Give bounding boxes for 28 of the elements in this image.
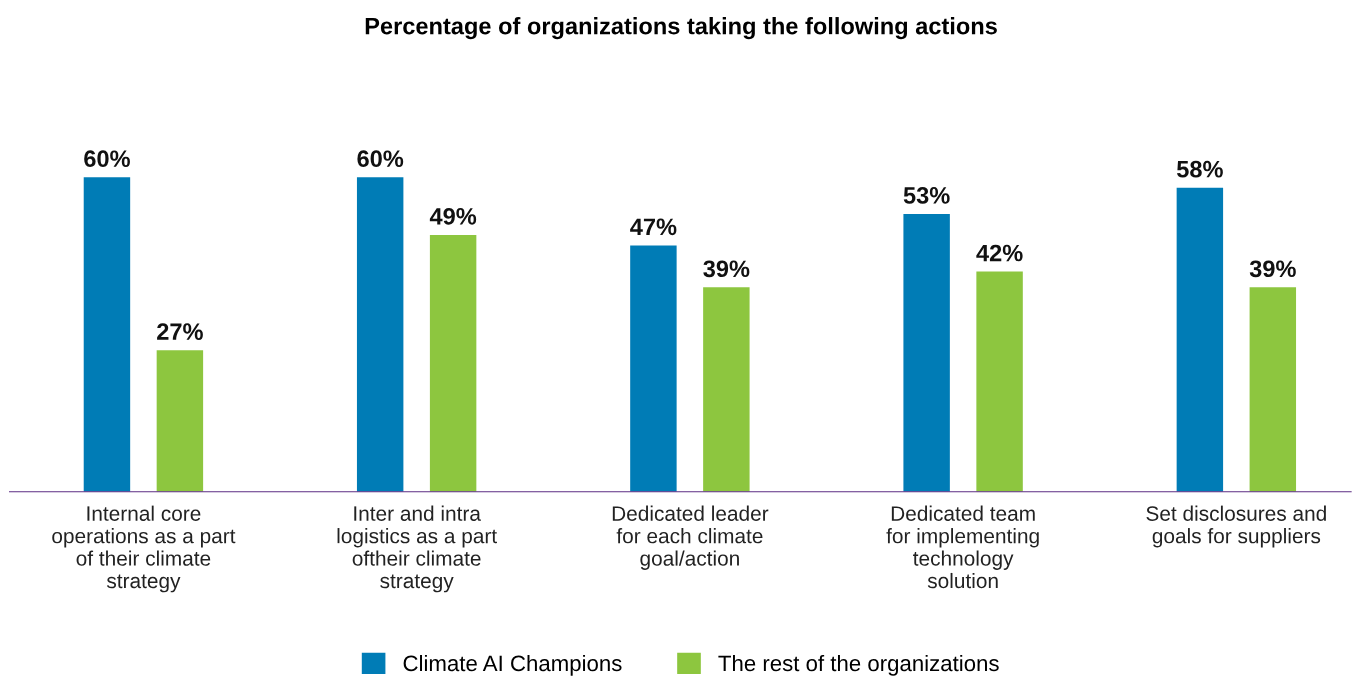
data-label: 27% — [157, 323, 203, 340]
bar — [156, 350, 204, 492]
bar — [429, 234, 477, 492]
x-tick-label: Inter and intra logistics as a part oftheir climate strategy — [337, 505, 497, 593]
bar — [630, 245, 677, 492]
bar — [1176, 187, 1224, 492]
data-label: 39% — [1249, 260, 1296, 278]
data-label: 49% — [429, 207, 477, 225]
x-tick-label: Set disclosures and goals for suppliers — [1146, 505, 1326, 548]
data-label: 58% — [1176, 160, 1223, 178]
bar — [903, 213, 950, 492]
data-label: 42% — [976, 244, 1023, 262]
data-label: 47% — [630, 218, 677, 236]
data-label: 39% — [703, 260, 750, 278]
data-label: 60% — [357, 150, 404, 168]
data-label: 60% — [84, 150, 130, 168]
bar — [976, 271, 1023, 492]
x-tick-label: Internal core operations as a part of their climate strategy — [52, 505, 236, 593]
legend-label: The rest of the organizations — [718, 654, 999, 676]
legend-label: Climate AI Champions — [403, 654, 622, 676]
bar — [83, 177, 131, 492]
bar — [356, 177, 404, 492]
data-label: 53% — [903, 187, 950, 204]
bar — [703, 287, 750, 492]
bar — [1249, 287, 1297, 492]
x-tick-label: Dedicated leader for each climate goal/action — [612, 505, 769, 570]
x-tick-label: Dedicated team for implementing technology solution — [886, 505, 1039, 589]
chart-title: Percentage of organizations taking the following actions — [365, 17, 997, 40]
